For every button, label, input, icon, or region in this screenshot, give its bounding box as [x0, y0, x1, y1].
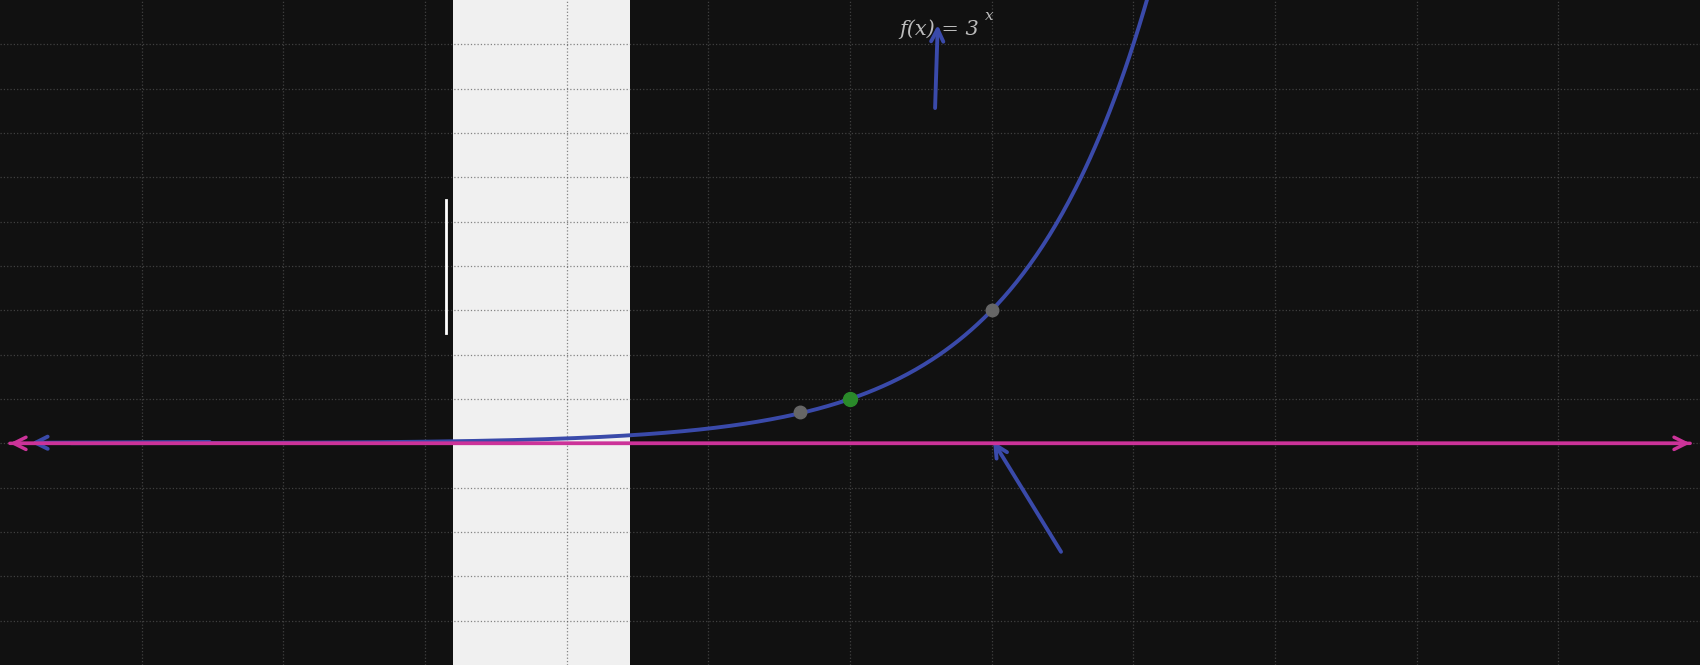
Text: x: x	[984, 9, 993, 23]
Bar	[631, 0, 1069, 665]
Bar	[1069, 0, 1700, 665]
Bar	[0, 0, 454, 665]
Text: f(x) = 3: f(x) = 3	[899, 20, 979, 39]
